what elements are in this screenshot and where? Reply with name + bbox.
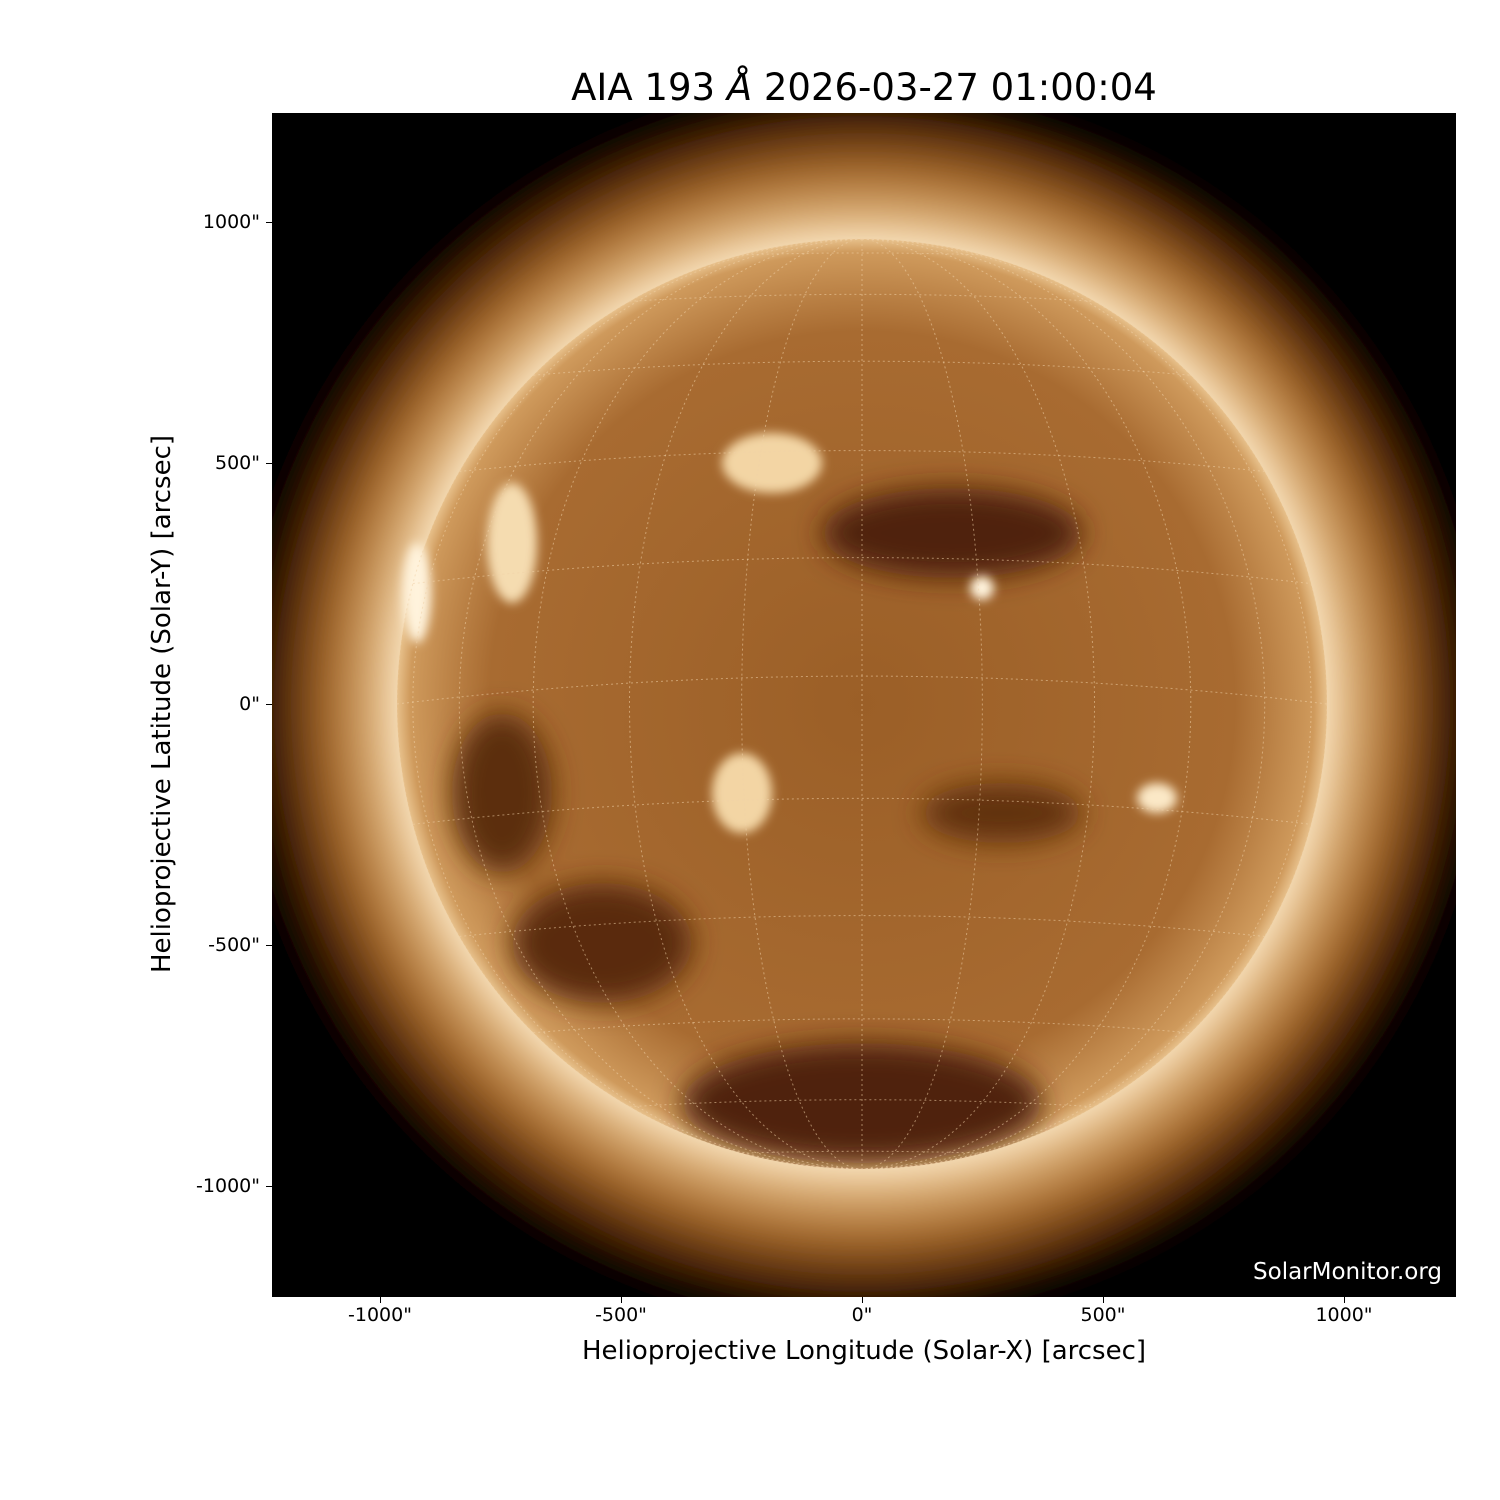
latitude-line [459,450,1265,472]
latitude-line [412,557,1312,585]
heliographic-grid [396,238,1328,1170]
latitude-line [741,252,983,256]
active-region [403,543,431,643]
longitude-line [532,238,863,1170]
latitude-line [533,1018,1191,1034]
x-tick-label: -1000" [348,1304,412,1326]
x-tick-label: 1000" [1315,1304,1373,1326]
coronal-hole [452,713,552,873]
x-tick-mark [620,1297,622,1303]
active-region [712,753,772,833]
longitude-line [861,238,1192,1170]
coronal-hole [682,1043,1042,1163]
solar-image: SolarMonitor.org [272,113,1456,1297]
watermark: SolarMonitor.org [1253,1259,1442,1285]
y-tick-mark [266,462,272,464]
longitude-line [741,238,863,1170]
x-tick-mark [1343,1297,1345,1303]
active-regions [403,433,1177,833]
y-tick-label: 500" [214,452,260,474]
x-tick-label: 500" [1080,1304,1126,1326]
coronal-holes [452,488,1082,1163]
plot-title: AIA 193 Å 2026-03-27 01:00:04 [571,66,1157,109]
longitude-line [458,238,863,1170]
coronal-hole [822,488,1082,578]
latitude-line [396,675,1328,705]
y-tick-mark [266,1185,272,1187]
x-axis-label: Helioprojective Longitude (Solar-X) [arc… [581,1336,1147,1366]
active-region [1137,783,1177,813]
coronal-hole [922,783,1082,843]
y-tick-label: -1000" [196,1175,260,1197]
latitude-line [629,1099,1095,1108]
y-tick-label: -500" [208,934,260,956]
active-region [722,433,822,493]
latitude-line [459,915,1265,937]
y-tick-label: 1000" [202,211,260,233]
latitude-line [533,360,1191,376]
y-tick-mark [266,221,272,223]
y-tick-mark [266,703,272,705]
y-tick-label: 0" [239,693,260,715]
solar-limb [396,238,1328,1170]
latitude-line [629,293,1095,302]
latitude-line [412,797,1312,825]
x-tick-mark [379,1297,381,1303]
y-tick-mark [266,944,272,946]
longitude-line [861,238,983,1170]
latitude-line [741,1150,983,1154]
longitude-line [861,238,1312,1170]
active-region [487,483,537,603]
longitude-line [412,238,863,1170]
x-tick-label: -500" [595,1304,647,1326]
x-tick-mark [861,1297,863,1303]
x-tick-mark [1102,1297,1104,1303]
coronal-hole [512,883,692,1003]
longitude-line [861,238,1266,1170]
active-region [970,576,994,600]
y-axis-label: Helioprojective Latitude (Solar-Y) [arcs… [147,434,177,974]
x-tick-label: 0" [851,1304,873,1326]
